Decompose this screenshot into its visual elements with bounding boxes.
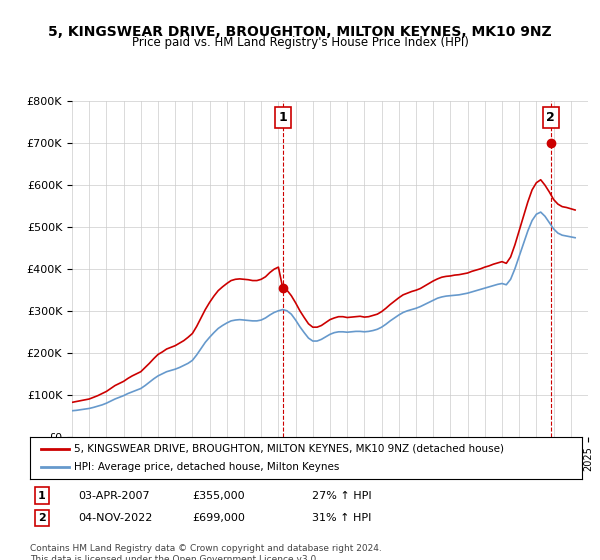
Text: 27% ↑ HPI: 27% ↑ HPI: [312, 491, 371, 501]
Text: £699,000: £699,000: [192, 513, 245, 523]
Text: 2: 2: [38, 513, 46, 523]
Text: 2: 2: [547, 111, 555, 124]
Text: 5, KINGSWEAR DRIVE, BROUGHTON, MILTON KEYNES, MK10 9NZ: 5, KINGSWEAR DRIVE, BROUGHTON, MILTON KE…: [48, 25, 552, 39]
Text: 04-NOV-2022: 04-NOV-2022: [78, 513, 152, 523]
Text: HPI: Average price, detached house, Milton Keynes: HPI: Average price, detached house, Milt…: [74, 462, 340, 472]
Text: Contains HM Land Registry data © Crown copyright and database right 2024.
This d: Contains HM Land Registry data © Crown c…: [30, 544, 382, 560]
Text: £355,000: £355,000: [192, 491, 245, 501]
Text: 1: 1: [278, 111, 287, 124]
Text: Price paid vs. HM Land Registry's House Price Index (HPI): Price paid vs. HM Land Registry's House …: [131, 36, 469, 49]
Text: 5, KINGSWEAR DRIVE, BROUGHTON, MILTON KEYNES, MK10 9NZ (detached house): 5, KINGSWEAR DRIVE, BROUGHTON, MILTON KE…: [74, 444, 504, 454]
Text: 31% ↑ HPI: 31% ↑ HPI: [312, 513, 371, 523]
Text: 03-APR-2007: 03-APR-2007: [78, 491, 149, 501]
Text: 1: 1: [38, 491, 46, 501]
